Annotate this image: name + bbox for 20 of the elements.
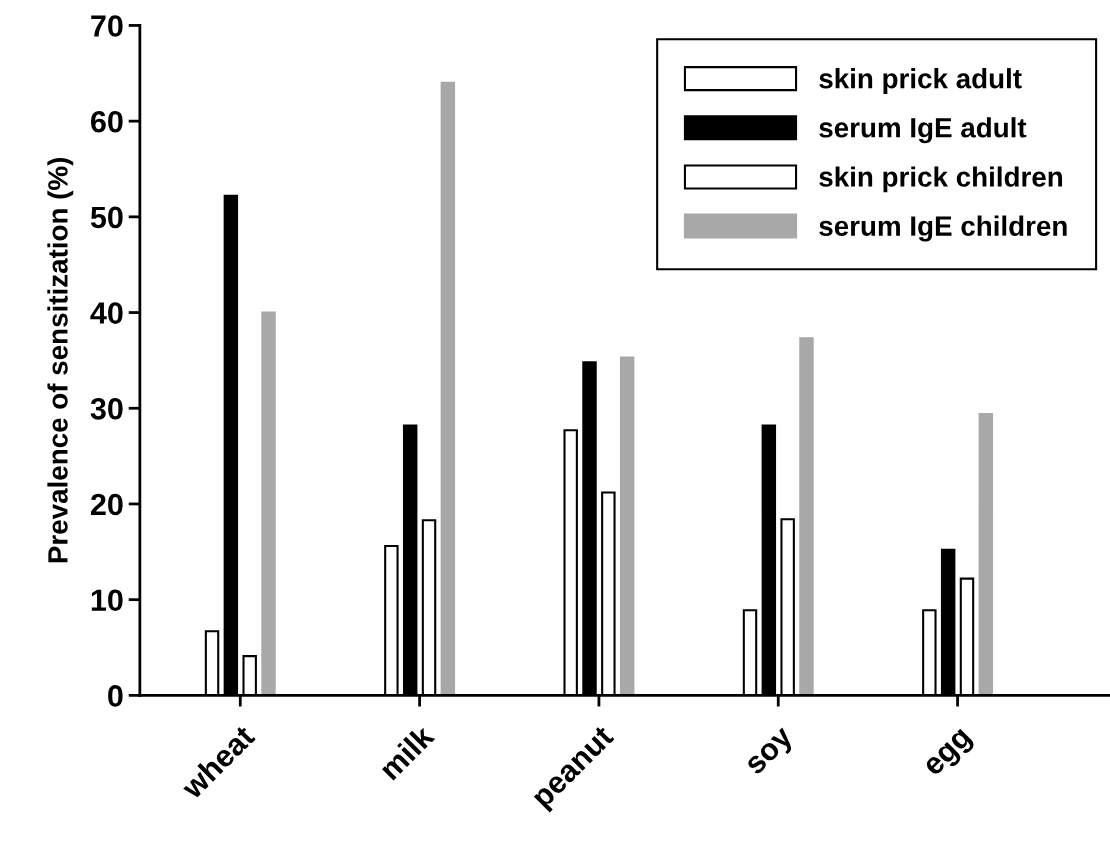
x-tick-label: soy — [745, 727, 799, 780]
y-tick-label: 70 — [91, 15, 123, 37]
legend-label: serum IgE adult — [819, 117, 1027, 144]
x-tick-label: egg — [923, 728, 977, 781]
y-tick-label: 40 — [90, 302, 123, 324]
bar — [619, 356, 635, 696]
legend-label: skin prick children — [819, 166, 1063, 193]
legend-label: serum IgE children — [819, 215, 1067, 242]
bar — [978, 412, 994, 696]
bar — [799, 337, 814, 696]
bar — [440, 81, 456, 696]
y-tick-label: 20 — [90, 493, 123, 516]
y-tick-label: 10 — [91, 589, 123, 612]
y-tick-label: 30 — [90, 397, 123, 420]
y-axis-title: Prevalence of sensitization (%) — [47, 158, 74, 563]
y-tick-label: 60 — [91, 110, 123, 133]
bar — [261, 311, 276, 696]
y-tick-label: 50 — [90, 206, 123, 229]
y-tick-label: 0 — [108, 685, 123, 707]
legend-label: skin prick adult — [819, 68, 1022, 94]
